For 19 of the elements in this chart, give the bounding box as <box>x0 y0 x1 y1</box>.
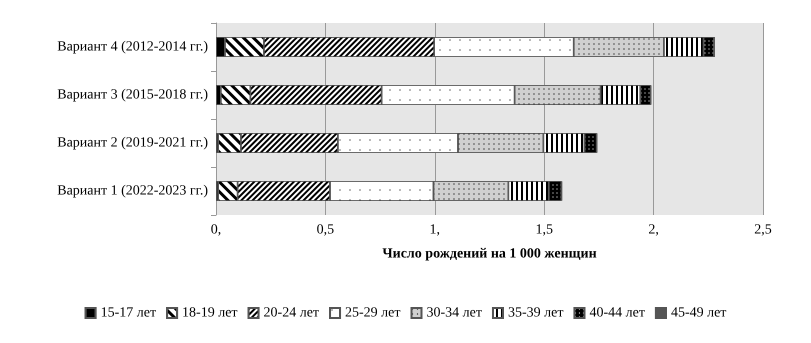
y-tick-label: Вариант 3 (2015-2018 гг.) <box>57 88 208 102</box>
x-tick-label: 1, <box>430 222 440 238</box>
x-tick-label: 0, <box>210 222 222 238</box>
legend-label: 20-24 лет <box>264 306 320 320</box>
x-axis-title: Число рождений на 1 000 женщин <box>382 246 597 262</box>
x-tick-label: 2, <box>648 222 659 238</box>
legend-label: 45-49 лет <box>670 306 726 320</box>
x-tick-label: 0,5 <box>316 222 334 238</box>
x-tick-label: 2,5 <box>754 222 772 238</box>
legend-label: 30-34 лет <box>426 306 482 320</box>
y-tick-label: Вариант 2 (2019-2021 гг.) <box>57 136 208 150</box>
legend-label: 40-44 лет <box>589 306 645 320</box>
y-tick-label: Вариант 1 (2022-2023 гг.) <box>57 184 208 198</box>
x-tick-label: 1,5 <box>535 222 553 238</box>
legend-label: 18-19 лет <box>182 306 238 320</box>
legend-label: 35-39 лет <box>508 306 564 320</box>
legend-label: 25-29 лет <box>345 306 401 320</box>
y-tick-label: Вариант 4 (2012-2014 гг.) <box>57 40 208 54</box>
legend-label: 15-17 лет <box>100 306 156 320</box>
